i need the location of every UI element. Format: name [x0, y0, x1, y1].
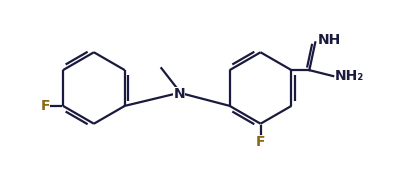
Text: NH: NH	[317, 33, 341, 47]
Text: NH₂: NH₂	[334, 69, 364, 83]
Text: F: F	[40, 99, 50, 113]
Text: N: N	[173, 87, 184, 101]
Text: F: F	[255, 135, 265, 149]
